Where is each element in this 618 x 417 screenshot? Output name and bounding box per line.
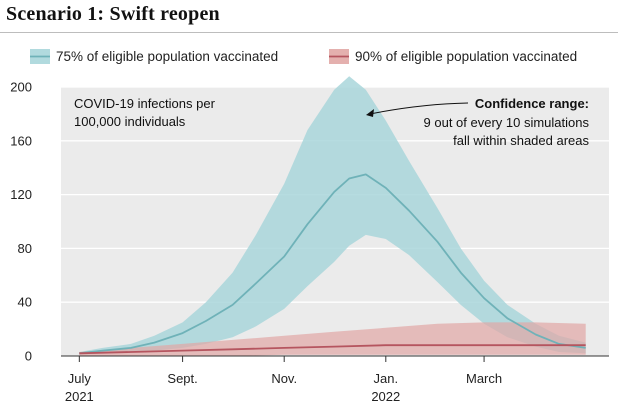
annotation-confidence-line-1: 9 out of every 10 simulations [424,115,590,130]
annotation-arrow-line [369,102,469,115]
x-tick-label-3: Jan. [374,371,399,386]
x-tick-label-2: Nov. [271,371,297,386]
x-tick-sublabel-0: 2021 [65,389,94,404]
median-lines [79,173,586,355]
y-tick-label-120: 120 [10,187,32,202]
median-line-series-1 [79,173,586,355]
annotation-confidence-title: Confidence range: [475,96,589,111]
annotation-arrow-head [366,109,374,117]
annotation-confidence-line-2: fall within shaded areas [453,133,589,148]
title-divider [0,32,618,33]
y-tick-label-200: 200 [10,80,32,95]
y-tick-label-40: 40 [18,295,32,310]
confidence-band-series-1 [79,76,586,355]
y-tick-label-160: 160 [10,133,32,148]
legend-label-1: 75% of eligible population vaccinated [56,49,278,64]
confidence-bands [79,76,586,356]
legend: 75% of eligible population vaccinated 90%… [30,49,577,64]
y-tick-label-0: 0 [25,349,32,364]
annotation-left-line-2: 100,000 individuals [74,114,186,129]
confidence-band-series-2 [79,322,586,356]
x-tick-label-0: July [68,371,92,386]
annotations: COVID-19 infections per 100,000 individua… [74,96,589,148]
x-tick-label-1: Sept. [167,371,197,386]
annotation-left-line-1: COVID-19 infections per [74,96,216,111]
x-tick-sublabel-3: 2022 [371,389,400,404]
median-line-series-2 [79,344,586,355]
y-tick-label-80: 80 [18,241,32,256]
x-tick-label-4: March [466,371,502,386]
axes: 0 40 80 120 160 200 July 2021 Sept. Nov. Jan. 2022 M… [10,80,609,404]
legend-label-2: 90% of eligible population vaccinated [355,49,577,64]
chart-title: Scenario 1: Swift reopen [6,3,220,25]
